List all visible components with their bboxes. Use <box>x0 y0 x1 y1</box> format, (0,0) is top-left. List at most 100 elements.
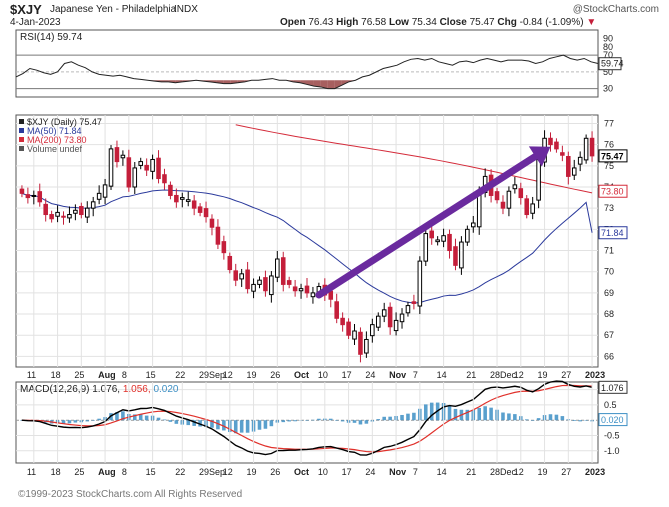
candle-body <box>168 184 173 196</box>
macd-histogram-bar <box>73 420 78 423</box>
macd-x-tick-label: 7 <box>413 467 418 477</box>
candle-body <box>566 156 571 177</box>
rsi-oversold-fill <box>313 80 321 87</box>
macd-histogram-bar <box>400 414 404 421</box>
price-tick-label: 70 <box>604 267 614 277</box>
macd-histogram-bar <box>239 420 244 433</box>
candle-body <box>548 137 553 146</box>
price-candle <box>566 151 571 185</box>
price-candle <box>275 250 280 283</box>
macd-x-tick-label: 28Dec <box>490 467 517 477</box>
candle-body <box>530 203 535 214</box>
price-candle <box>96 185 102 205</box>
macd-hist-last-box <box>598 413 628 427</box>
candle-body <box>554 141 559 150</box>
rsi-line <box>15 54 599 90</box>
chart-exchange: INDX <box>174 4 198 15</box>
candle-body <box>524 198 530 216</box>
macd-x-tick-label: 17 <box>342 467 352 477</box>
legend-swatch <box>19 146 24 151</box>
macd-histogram-bar <box>186 420 191 426</box>
ma200-last-value: 73.80 <box>601 187 624 197</box>
candle-body <box>120 154 126 159</box>
price-candle <box>405 301 411 317</box>
price-candle <box>185 191 191 207</box>
open-value: 76.43 <box>308 17 334 28</box>
candle-body <box>37 191 43 203</box>
macd-histogram-bar <box>245 420 250 433</box>
macd-histogram-bar <box>578 420 582 422</box>
macd-x-tick-label: Nov <box>389 467 406 477</box>
candle-body <box>459 241 464 269</box>
candle-body <box>506 190 512 209</box>
price-candle <box>114 140 120 168</box>
price-candle <box>447 229 452 259</box>
price-x-tick-label: 17 <box>342 370 352 380</box>
price-x-tick-label: 29Sep <box>199 370 225 380</box>
chart-source: @StockCharts.com <box>572 4 659 15</box>
macd-histogram-bar <box>97 418 101 421</box>
price-candle <box>43 198 48 222</box>
price-candle <box>524 195 530 219</box>
macd-histogram-bar <box>85 420 90 422</box>
price-candle <box>589 131 595 162</box>
low-value: 75.34 <box>411 17 437 28</box>
macd-histogram-bar <box>293 420 297 422</box>
price-candle <box>67 206 72 223</box>
candle-body <box>239 273 244 280</box>
price-candle <box>150 154 155 180</box>
macd-histogram-bar <box>352 420 357 423</box>
macd-histogram-bar <box>216 420 220 430</box>
chg-value: -0.84 (-1.09%) <box>519 17 584 28</box>
macd-x-tick-label: 25 <box>74 467 84 477</box>
price-x-tick-label: Aug <box>98 370 116 380</box>
price-x-tick-label: Nov <box>389 370 406 380</box>
legend-ma50: MA(50) 71.84 <box>27 126 82 136</box>
candle-body <box>577 156 583 165</box>
macd-tick-label: -0.5 <box>604 430 620 440</box>
macd-histogram-bar <box>198 420 202 427</box>
price-candle <box>548 132 553 152</box>
candle-body <box>108 148 114 187</box>
candle-body <box>90 201 96 209</box>
legend-swatch <box>19 119 24 124</box>
price-panel-frame <box>15 114 599 368</box>
price-candle <box>381 302 387 323</box>
price-candle <box>251 278 256 299</box>
price-candle <box>168 181 173 200</box>
price-candle <box>108 145 114 190</box>
price-candle <box>120 150 126 166</box>
macd-histogram-bar <box>364 420 369 424</box>
ma50-last-value-box <box>598 226 628 240</box>
macd-legend-part: 1.076, <box>92 384 120 395</box>
candle-body <box>162 174 167 184</box>
price-candle <box>31 190 37 205</box>
macd-histogram-bar <box>376 419 381 421</box>
price-candle <box>191 195 197 216</box>
macd-histogram-bar <box>412 412 416 421</box>
candle-body <box>275 258 280 278</box>
price-tick-label: 71 <box>604 246 614 256</box>
price-candle <box>554 138 559 153</box>
price-x-tick-label: 28Dec <box>490 370 517 380</box>
candle-body <box>263 277 268 292</box>
candle-body <box>150 158 155 172</box>
ma200-last-value-box <box>598 184 628 198</box>
macd-legend-part: MACD(12,26,9) <box>20 384 89 395</box>
candle-body <box>340 317 345 326</box>
candle-body <box>352 330 357 340</box>
candle-body <box>203 208 209 218</box>
rsi-tick-label: 90 <box>603 33 613 43</box>
macd-x-tick-label: 22 <box>175 467 185 477</box>
macd-histogram-bar <box>156 417 161 421</box>
rsi-panel-frame <box>15 29 599 98</box>
candle-body <box>114 147 120 163</box>
price-x-tick-label: 2023 <box>585 370 605 380</box>
price-candle <box>465 225 470 246</box>
candle-body <box>399 313 405 323</box>
macd-histogram-bar <box>560 416 565 421</box>
price-candle <box>245 261 250 294</box>
price-candle <box>61 211 66 225</box>
price-candle <box>239 268 244 287</box>
